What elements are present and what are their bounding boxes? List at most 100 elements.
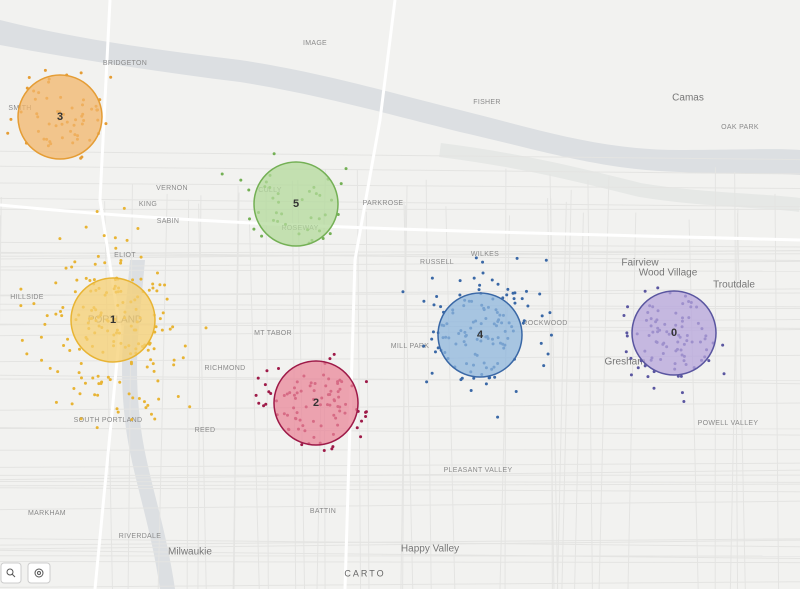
road — [197, 195, 202, 589]
road — [0, 241, 800, 248]
road — [0, 150, 800, 161]
point — [119, 261, 123, 265]
road — [0, 480, 800, 483]
cluster-label: 5 — [293, 198, 299, 210]
point — [103, 261, 107, 265]
cluster — [631, 290, 717, 376]
road — [0, 487, 800, 493]
point — [79, 71, 83, 75]
point — [511, 291, 515, 295]
point — [61, 305, 65, 309]
road — [0, 378, 800, 381]
search-button[interactable] — [0, 562, 22, 584]
point — [54, 312, 58, 316]
road — [0, 197, 800, 208]
point — [73, 260, 77, 264]
point — [9, 117, 13, 121]
point — [147, 288, 151, 292]
road — [774, 193, 780, 589]
point — [625, 331, 629, 335]
point — [496, 415, 500, 419]
point — [656, 286, 660, 290]
place-label: SABIN — [157, 218, 180, 225]
point — [75, 278, 79, 282]
road — [445, 206, 456, 589]
place-label: RIVERDALE — [119, 533, 161, 540]
point — [652, 386, 656, 390]
place-label: Milwaukie — [168, 547, 212, 558]
point — [490, 278, 494, 282]
point — [679, 374, 683, 378]
point — [151, 286, 155, 290]
point — [322, 449, 326, 453]
cluster-label: 4 — [477, 329, 484, 341]
point — [401, 290, 405, 294]
place-label: OAK PARK — [721, 124, 759, 131]
road — [0, 269, 800, 272]
point — [152, 369, 156, 373]
point — [93, 262, 97, 266]
point — [155, 271, 159, 275]
point — [636, 366, 640, 370]
point — [682, 400, 686, 404]
point — [328, 357, 332, 361]
road — [556, 201, 567, 589]
road — [0, 560, 800, 564]
point — [430, 371, 434, 375]
point — [512, 297, 516, 301]
place-label: WILKES — [471, 251, 499, 258]
point — [157, 397, 161, 401]
point — [96, 374, 100, 378]
point — [172, 358, 176, 362]
point — [220, 172, 224, 176]
point — [70, 265, 74, 269]
point — [626, 305, 630, 309]
road — [0, 539, 800, 550]
cluster-label: 1 — [110, 314, 116, 326]
point — [436, 346, 440, 350]
point — [152, 347, 156, 351]
point — [45, 314, 49, 318]
point — [629, 356, 633, 360]
point — [149, 412, 153, 416]
place-label: HILLSIDE — [10, 294, 44, 301]
place-label: MT TABOR — [254, 330, 292, 337]
point — [60, 314, 64, 318]
point — [6, 131, 10, 135]
info-button[interactable] — [27, 562, 51, 584]
point — [496, 282, 500, 286]
road — [232, 192, 240, 589]
point — [425, 380, 429, 384]
place-label: Camas — [672, 93, 704, 104]
road — [0, 165, 800, 175]
point — [549, 333, 553, 337]
point — [435, 295, 439, 299]
point — [92, 278, 96, 282]
road — [0, 549, 800, 560]
place-label: Wood Village — [639, 268, 698, 279]
point — [344, 167, 348, 171]
point — [643, 289, 647, 293]
point — [95, 426, 99, 430]
point — [488, 376, 492, 380]
point — [54, 281, 58, 285]
point — [19, 287, 23, 291]
point — [458, 293, 462, 297]
point — [119, 259, 123, 263]
point — [524, 289, 528, 293]
highway — [93, 0, 122, 589]
point — [481, 271, 485, 275]
point — [355, 426, 359, 430]
place-label: FISHER — [473, 99, 500, 106]
point — [364, 380, 368, 384]
point — [321, 237, 325, 241]
point — [493, 375, 497, 379]
point — [188, 405, 192, 409]
road — [729, 208, 739, 589]
road — [0, 462, 800, 468]
point — [104, 122, 108, 126]
road — [0, 250, 800, 254]
point — [96, 254, 100, 258]
road — [0, 538, 800, 546]
point — [62, 343, 66, 347]
